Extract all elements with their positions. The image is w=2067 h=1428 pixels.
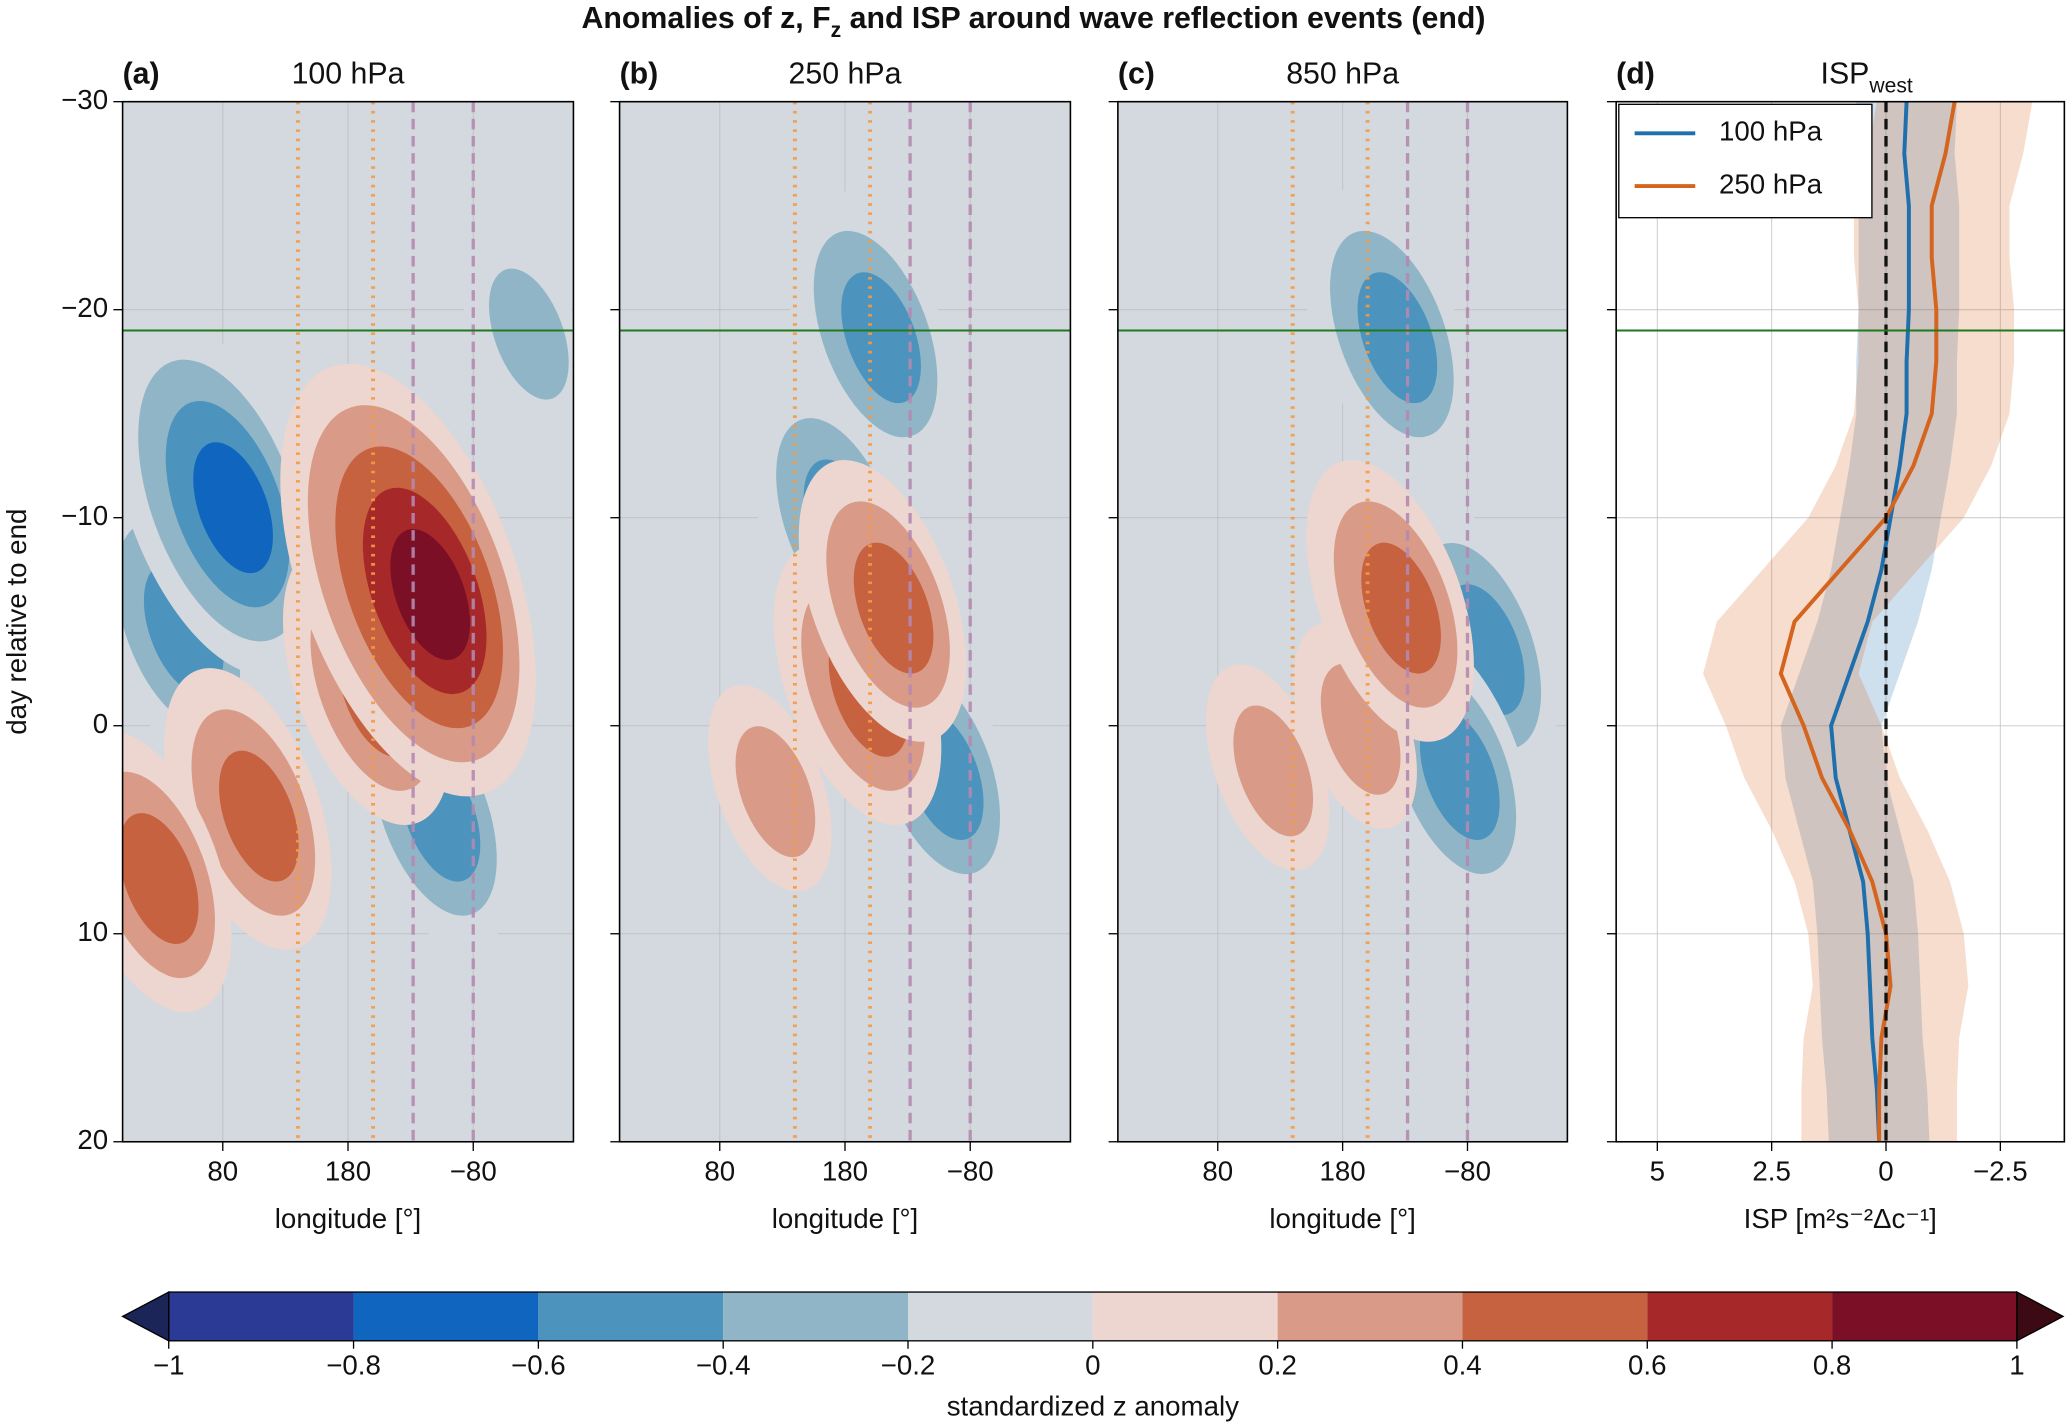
x-tick-label: 180 xyxy=(822,1156,868,1187)
colorbar-tick-label: 0.4 xyxy=(1443,1350,1481,1381)
plot-area xyxy=(122,101,574,1142)
anomaly-level xyxy=(1357,272,1438,404)
legend-label: 100 hPa xyxy=(1719,116,1823,147)
anomaly-level xyxy=(390,529,471,661)
x-tick-label: −80 xyxy=(450,1156,497,1187)
colorbar-tick-label: −0.6 xyxy=(511,1350,566,1381)
colorbar-band xyxy=(1832,1292,2017,1341)
panel-label: (c) xyxy=(1118,57,1155,90)
x-tick-label: 0 xyxy=(1878,1156,1893,1187)
colorbar-tick-label: 0.8 xyxy=(1813,1350,1851,1381)
y-tick-label: 20 xyxy=(77,1124,108,1155)
colorbar-band xyxy=(168,1292,354,1341)
colorbar-over xyxy=(2016,1290,2065,1342)
x-axis-label: ISP [m²s⁻²Δc⁻¹] xyxy=(1744,1203,1937,1234)
legend-box xyxy=(1618,103,1873,219)
panel-title: ISPwest xyxy=(1821,57,1913,97)
anomaly-level xyxy=(219,750,299,882)
x-tick-label: −2.5 xyxy=(1973,1156,2028,1187)
colorbar-tick-label: −0.2 xyxy=(881,1350,936,1381)
anomaly-feature xyxy=(1306,460,1474,742)
anomaly-level xyxy=(489,268,569,400)
x-tick-label: 180 xyxy=(1320,1156,1366,1187)
colorbar-label: standardized z anomaly xyxy=(947,1390,1239,1421)
legend-label: 250 hPa xyxy=(1719,168,1823,199)
anomaly-feature xyxy=(798,460,967,742)
panel-label: (d) xyxy=(1616,57,1655,90)
title-part: and ISP around wave reflection events (e… xyxy=(841,2,1485,35)
anomaly-feature xyxy=(122,318,323,676)
y-tick-label: −30 xyxy=(61,84,108,115)
x-axis-label: longitude [°] xyxy=(772,1203,918,1234)
x-tick-label: 80 xyxy=(1202,1156,1233,1187)
plot-background xyxy=(1616,101,2065,1142)
colorbar-band xyxy=(723,1292,909,1341)
x-tick-label: 80 xyxy=(207,1156,238,1187)
plot-area xyxy=(1616,101,2065,1142)
colorbar-band xyxy=(1277,1292,1463,1341)
plot-area xyxy=(1117,101,1568,1142)
plot-frame xyxy=(1615,100,2066,1143)
x-tick-label: 180 xyxy=(325,1156,371,1187)
plot-area xyxy=(619,101,1071,1142)
figure-title: Anomalies of z, Fz and ISP around wave r… xyxy=(582,2,1486,42)
colorbar-tick-label: 0 xyxy=(1085,1350,1100,1381)
panel-title: 100 hPa xyxy=(292,57,405,90)
anomaly-level xyxy=(193,442,273,574)
anomaly-feature xyxy=(1302,189,1471,472)
colorbar-tick-label: −0.8 xyxy=(326,1350,381,1381)
colorbar-band xyxy=(1462,1292,1648,1341)
colorbar-tick-label: 0.2 xyxy=(1258,1350,1296,1381)
panel-title-sub: west xyxy=(1868,74,1912,97)
anomaly-level xyxy=(841,272,921,404)
x-axis-label: longitude [°] xyxy=(1269,1203,1415,1234)
y-tick-label: 10 xyxy=(77,916,108,947)
x-tick-label: 80 xyxy=(704,1156,735,1187)
anomaly-level xyxy=(1419,709,1500,841)
anomaly-level xyxy=(122,813,199,945)
panel-label: (a) xyxy=(123,57,160,90)
colorbar-tick-label: −0.4 xyxy=(696,1350,751,1381)
colorbar-band xyxy=(1647,1292,1833,1341)
panel-title: 250 hPa xyxy=(789,57,902,90)
y-tick-label: 0 xyxy=(93,708,108,739)
anomaly-feature xyxy=(786,189,954,472)
panel-label: (b) xyxy=(620,57,659,90)
y-tick-label: −10 xyxy=(61,500,108,531)
series-line xyxy=(1778,101,1957,1142)
title-sub: z xyxy=(831,19,842,42)
anomaly-level xyxy=(1361,542,1441,674)
colorbar-tick-label: −1 xyxy=(153,1350,185,1381)
x-tick-label: 2.5 xyxy=(1752,1156,1790,1187)
colorbar-band xyxy=(1092,1292,1278,1341)
series-line xyxy=(1829,101,1911,1142)
panel-title: 850 hPa xyxy=(1286,57,1399,90)
panel-title-main: ISP xyxy=(1821,57,1870,90)
anomaly-feature xyxy=(122,730,232,1013)
y-tick-label: −20 xyxy=(61,292,108,323)
colorbar-tick-label: 0.6 xyxy=(1628,1350,1666,1381)
x-axis-label: longitude [°] xyxy=(275,1203,421,1234)
spread-band xyxy=(1780,101,1960,1142)
colorbar-band xyxy=(908,1292,1093,1341)
x-tick-label: 5 xyxy=(1650,1156,1665,1187)
colorbar-band xyxy=(353,1292,539,1341)
colorbar-band xyxy=(538,1292,724,1341)
colorbar-under xyxy=(121,1290,170,1342)
anomaly-level xyxy=(853,542,934,674)
x-tick-label: −80 xyxy=(1444,1156,1491,1187)
x-tick-label: −80 xyxy=(947,1156,994,1187)
title-part: Anomalies of z, F xyxy=(582,2,831,35)
colorbar-tick-label: 1 xyxy=(2009,1350,2024,1381)
y-axis-label: day relative to end xyxy=(1,509,32,735)
